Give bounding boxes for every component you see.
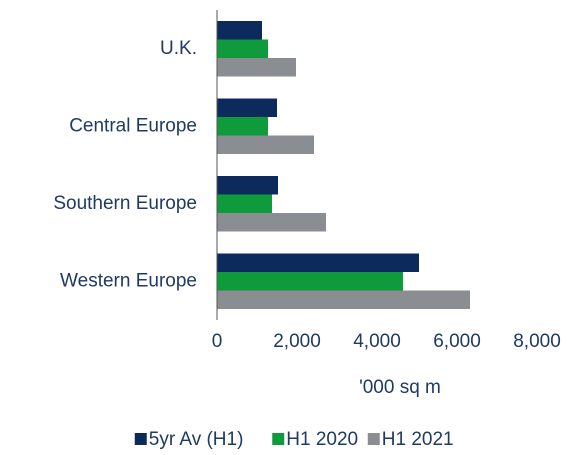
bar (217, 176, 278, 195)
y-tick-label: Central Europe (69, 115, 197, 136)
y-tick-label: Western Europe (60, 270, 197, 291)
legend-swatch (272, 433, 285, 445)
bar (217, 117, 268, 136)
legend-label: H1 2021 (382, 429, 454, 450)
x-tick-label: 0 (212, 331, 223, 352)
x-tick-label: 2,000 (273, 331, 321, 352)
bar (217, 21, 262, 40)
legend-swatch (134, 433, 147, 445)
bar (217, 272, 403, 291)
x-axis-label: '000 sq m (359, 377, 441, 398)
y-tick-label: U.K. (160, 38, 197, 59)
legend-swatch (367, 433, 380, 445)
x-tick-label: 6,000 (433, 331, 481, 352)
bar (217, 58, 296, 77)
legend-label: 5yr Av (H1) (149, 429, 244, 450)
bar (217, 135, 314, 154)
legend-label: H1 2020 (286, 429, 358, 450)
bar (217, 98, 277, 117)
bar (217, 213, 326, 232)
y-tick-label: Southern Europe (53, 193, 197, 214)
x-tick-label: 4,000 (353, 331, 401, 352)
bar (217, 290, 470, 309)
bar (217, 194, 272, 213)
x-tick-label: 8,000 (513, 331, 561, 352)
bar (217, 39, 268, 58)
bar (217, 253, 419, 272)
